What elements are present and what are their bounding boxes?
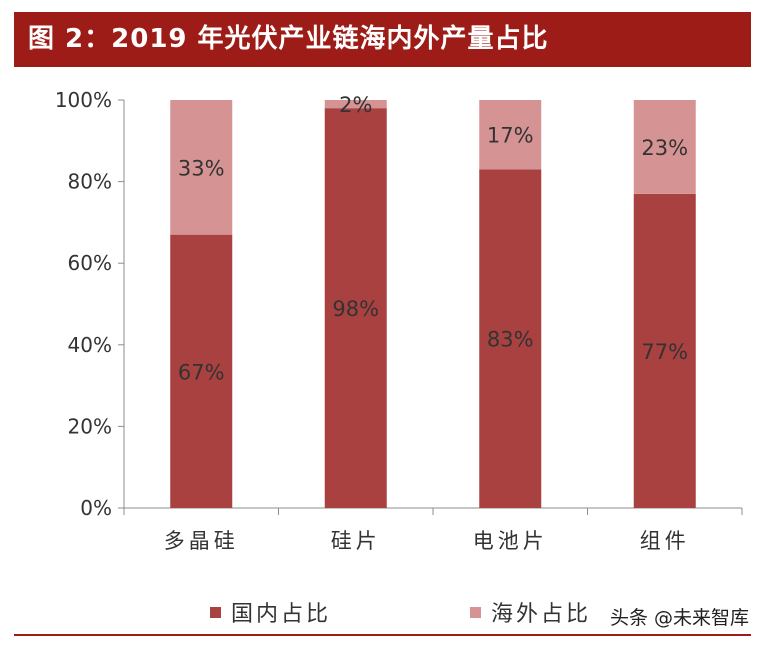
x-tick-label: 组件 [640,529,690,553]
legend-item-overseas: 海外占比 [470,594,591,630]
bottom-rule [14,634,751,636]
y-tick-label: 60% [68,251,112,275]
data-label: 77% [641,340,688,364]
x-tick-label: 电池片 [473,529,548,553]
legend-swatch-domestic [210,606,221,618]
data-label: 67% [178,360,225,384]
data-label: 23% [641,136,688,160]
bar-overseas-0 [170,100,233,235]
bar-overseas-3 [633,100,696,194]
data-label: 2% [339,93,372,117]
legend-swatch-overseas [470,606,481,618]
chart-title: 图 2：2019 年光伏产业链海内外产量占比 [14,12,751,67]
y-tick-label: 100% [55,88,112,112]
data-label: 83% [487,328,534,352]
legend: 国内占比 海外占比 [0,594,768,630]
bar-overseas-1 [324,100,387,109]
legend-label-domestic: 国内占比 [231,602,332,627]
bar-overseas-2 [479,100,542,170]
watermark: 头条 @未来智库 [610,607,750,629]
data-label: 17% [487,124,534,148]
y-tick-label: 40% [68,333,112,357]
y-axis: 0% 20% 40% 60% 80% 100% [55,88,125,520]
legend-item-domestic: 国内占比 [210,594,331,630]
y-tick-label: 20% [68,414,112,438]
x-tick-label: 多晶硅 [164,529,239,553]
legend-label-overseas: 海外占比 [491,602,592,627]
bar-domestic-3 [633,193,696,508]
data-label: 33% [178,156,225,180]
bar-domestic-2 [479,169,542,509]
data-label: 98% [332,297,379,321]
bar-domestic-0 [170,234,233,508]
x-tick-label: 硅片 [331,529,381,553]
x-axis: 多晶硅 硅片 电池片 组件 [123,507,743,553]
y-tick-label: 80% [68,170,112,194]
stacked-bar-chart: 0% 20% 40% 60% 80% 100% 多晶硅 硅片 电池片 组件 67% 33% 98% 2… [55,88,743,553]
y-tick-label: 0% [80,496,112,520]
bar-domestic-1 [324,108,387,508]
bars: 67% 33% 98% 2% 83% 17% 77% 23% [170,93,696,509]
